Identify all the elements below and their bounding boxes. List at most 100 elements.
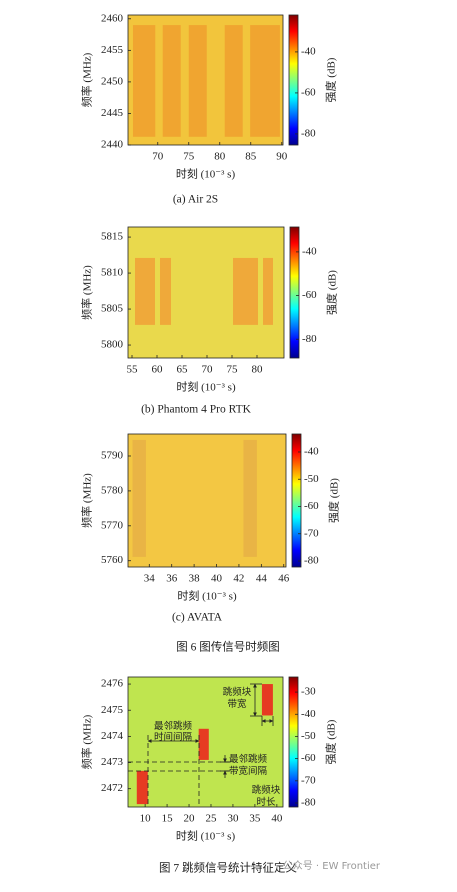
plot-frame [127, 226, 285, 359]
x-axis-label: 时刻 (10⁻³ s) [176, 829, 236, 843]
y-axis-label: 频率 (MHz) [80, 265, 94, 320]
colorbar-tick-label: -40 [304, 446, 319, 458]
x-tick-label: 46 [278, 573, 290, 585]
x-tick-label: 30 [227, 813, 239, 825]
annotation: 最邻跳频 [154, 720, 193, 732]
watermark: 公众号 · EW Frontier [283, 860, 381, 872]
x-tick-label: 90 [276, 151, 288, 163]
y-tick-label: 5780 [101, 484, 124, 496]
y-tick-label: 2475 [101, 704, 124, 716]
signal-block [135, 257, 155, 325]
signal-block [132, 439, 146, 557]
colorbar-tick-label: -40 [302, 245, 317, 257]
y-tick-label: 2472 [101, 782, 123, 794]
colorbar-tick-label: -60 [302, 289, 317, 301]
x-tick-label: 75 [227, 364, 239, 376]
colorbar-tick-label: -80 [302, 333, 317, 345]
annotation-lines [128, 683, 274, 807]
colorbar-tick-label: -80 [304, 555, 319, 567]
colorbar [291, 433, 302, 568]
x-tick-label: 36 [166, 573, 178, 585]
signal-block [162, 25, 181, 137]
colorbar-tick-label: -30 [301, 686, 316, 698]
x-tick-label: 70 [152, 151, 164, 163]
colorbar-tick-label: -60 [301, 752, 316, 764]
y-tick-label: 2445 [101, 107, 124, 119]
x-axis-label: 时刻 (10⁻³ s) [176, 167, 236, 181]
plot-frame [127, 14, 284, 146]
x-axis-label: 时刻 (10⁻³ s) [176, 380, 236, 394]
y-axis-label: 频率 (MHz) [80, 473, 94, 528]
y-tick-label: 5760 [101, 554, 124, 566]
panel-caption: (c) AVATA [172, 612, 223, 624]
signal-block [224, 25, 243, 137]
colorbar-tick-label: -80 [301, 127, 316, 139]
figure-caption: 图 6 图传信号时频图 [176, 640, 280, 654]
x-tick-label: 42 [233, 573, 244, 585]
colorbar [288, 14, 299, 146]
colorbar-tick-label: -70 [301, 774, 316, 786]
colorbar-tick-label: -40 [301, 45, 316, 57]
x-tick-label: 75 [183, 151, 195, 163]
x-tick-label: 44 [256, 573, 268, 585]
annotation: 最邻跳频 [229, 753, 268, 765]
y-tick-label: 2476 [101, 678, 124, 690]
x-tick-label: 15 [162, 813, 174, 825]
x-tick-label: 65 [177, 364, 189, 376]
x-tick-label: 85 [245, 151, 257, 163]
x-tick-label: 38 [189, 573, 201, 585]
colorbar-label: 强度 (dB) [327, 478, 341, 523]
annotation: 跳频块 [223, 686, 252, 698]
y-axis-label: 频率 (MHz) [80, 52, 94, 107]
x-axis-label: 时刻 (10⁻³ s) [177, 589, 237, 603]
y-tick-label: 2455 [101, 44, 124, 56]
annotation: 带宽间隔 [229, 765, 268, 777]
signal-block [233, 257, 258, 325]
x-tick-label: 35 [249, 813, 261, 825]
y-axis-label: 频率 (MHz) [80, 714, 94, 769]
colorbar-tick-label: -50 [301, 730, 316, 742]
x-tick-label: 55 [127, 364, 139, 376]
signal-block [188, 25, 207, 137]
x-tick-label: 10 [140, 813, 152, 825]
y-tick-label: 2474 [101, 730, 124, 742]
y-tick-label: 5805 [101, 303, 124, 315]
y-tick-label: 5810 [101, 267, 124, 279]
x-tick-label: 70 [202, 364, 214, 376]
colorbar-label: 强度 (dB) [324, 57, 338, 102]
x-tick-label: 40 [271, 813, 283, 825]
annotation: 跳频块 [252, 784, 281, 796]
figure-caption: 图 7 跳频信号统计特征定义 [159, 861, 297, 875]
colorbar [289, 226, 300, 359]
y-tick-label: 2450 [101, 75, 124, 87]
annotation: 带宽 [227, 698, 247, 710]
signal-block [198, 728, 209, 760]
y-tick-label: 5770 [101, 519, 124, 531]
x-tick-label: 40 [211, 573, 223, 585]
x-tick-label: 34 [144, 573, 156, 585]
y-tick-label: 5790 [101, 450, 124, 462]
x-tick-label: 20 [184, 813, 196, 825]
x-tick-label: 25 [205, 813, 217, 825]
colorbar-tick-label: -60 [301, 86, 316, 98]
panel-caption: (b) Phantom 4 Pro RTK [141, 404, 252, 416]
signal-block [243, 439, 257, 557]
y-tick-label: 2440 [101, 139, 124, 151]
signal-block [132, 25, 156, 137]
colorbar-tick-label: -60 [304, 500, 319, 512]
plot-frame [127, 676, 284, 808]
x-tick-label: 60 [152, 364, 164, 376]
plot-background [128, 434, 286, 567]
annotation: 时长 [256, 796, 276, 808]
panel-caption: (a) Air 2S [173, 194, 218, 206]
plot-frame [127, 433, 287, 568]
signal-block [263, 257, 273, 325]
colorbar-tick-label: -70 [304, 527, 319, 539]
colorbar-label: 强度 (dB) [325, 270, 339, 315]
y-tick-label: 2460 [101, 12, 124, 24]
signal-block [136, 770, 148, 805]
colorbar-tick-label: -80 [301, 797, 316, 809]
signal-block [250, 25, 280, 137]
y-tick-label: 5815 [101, 231, 124, 243]
colorbar-tick-label: -50 [304, 473, 319, 485]
